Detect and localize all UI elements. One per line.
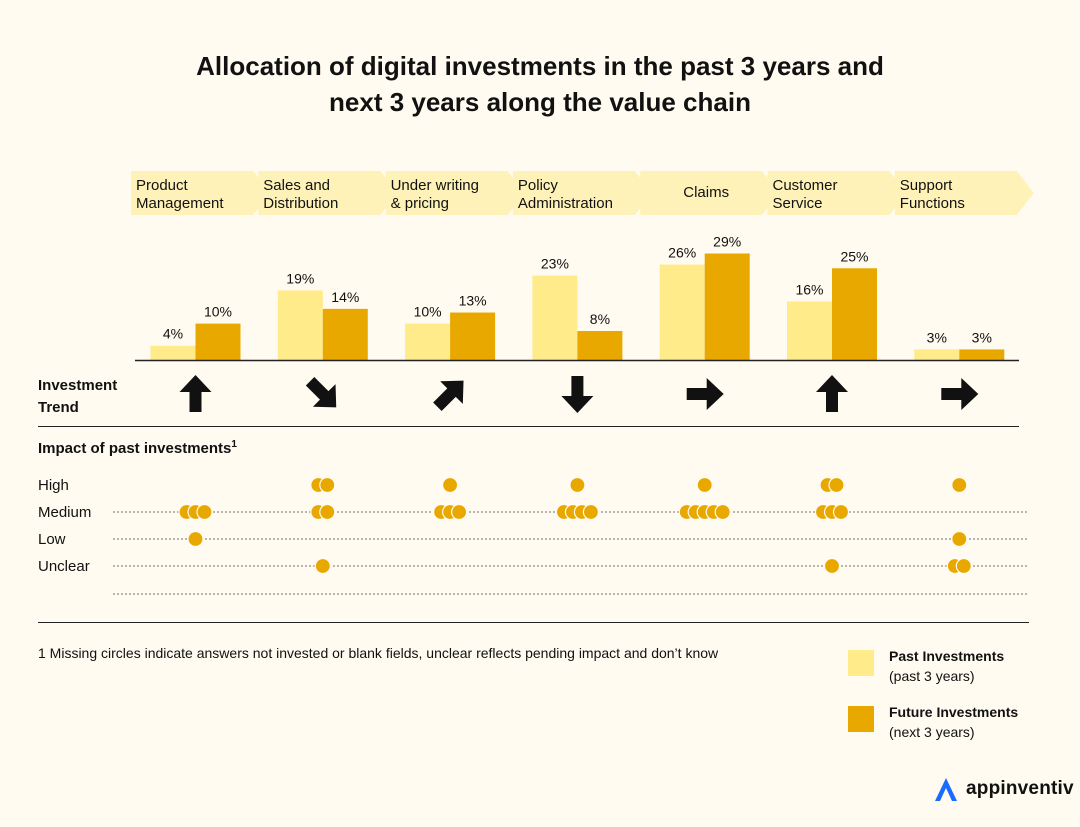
bar-past-product-management [150, 345, 196, 361]
category-chevron-support-functions [894, 171, 1034, 215]
category-label-sales-and-distribution-line-1: Sales and [263, 177, 330, 194]
trend-arrow-right-icon [686, 378, 724, 410]
chart-title-line-1: Allocation of digital investments in the… [196, 51, 884, 81]
bar-label-future-customer-service: 25% [840, 248, 868, 264]
appinventiv-logo-icon [935, 778, 957, 801]
impact-dot-support-functions-high [951, 476, 968, 494]
bar-future-claims [704, 253, 750, 361]
chart-title: Allocation of digital investments in the… [0, 48, 1080, 120]
impact-dot-customer-service-medium [832, 503, 850, 521]
legend-past-sub: (past 3 years) [889, 668, 975, 684]
impact-dot-policy-administration-high [569, 476, 586, 494]
category-label-customer-service-line-1: Customer [773, 177, 838, 194]
bar-label-past-product-management: 4% [163, 326, 183, 342]
impact-dot-product-management-low [187, 530, 204, 548]
bar-label-past-under-writing-pricing: 10% [414, 304, 442, 320]
impact-level-medium: Medium [38, 504, 91, 521]
impact-dot-claims-high [696, 476, 713, 494]
category-label-policy-administration-line-2: Administration [518, 195, 613, 212]
category-label-under-writing-pricing-line-1: Under writing [391, 177, 479, 194]
impact-title-superscript: 1 [231, 439, 237, 450]
bar-label-past-claims: 26% [668, 245, 696, 261]
brand-logo: appinventiv [932, 774, 1074, 804]
brand-name: appinventiv [966, 778, 1074, 799]
impact-dot-claims-medium [714, 503, 731, 521]
category-label-claims: Claims [683, 184, 729, 201]
category-label-support-functions-line-1: Support [900, 177, 953, 194]
legend-future-swatch [848, 706, 874, 732]
impact-level-low: Low [38, 531, 66, 548]
category-label-under-writing-pricing-line-2: & pricing [391, 195, 449, 212]
bar-future-product-management [195, 323, 241, 361]
bar-label-past-policy-administration: 23% [541, 256, 569, 272]
impact-dot-under-writing-pricing-high [442, 476, 459, 494]
impact-dot-customer-service-high [828, 476, 845, 494]
category-label-product-management-line-2: Management [136, 195, 224, 212]
bar-past-claims [659, 264, 705, 361]
bar-label-past-customer-service: 16% [795, 281, 823, 297]
category-chevron-sales-and-distribution [258, 171, 398, 215]
category-chevron-under-writing-pricing [385, 171, 525, 215]
impact-dot-product-management-medium [196, 503, 213, 521]
bar-label-past-sales-and-distribution: 19% [286, 270, 314, 286]
category-chevron-customer-service [767, 171, 907, 215]
impact-level-unclear: Unclear [38, 558, 90, 575]
impact-dot-customer-service-unclear [823, 557, 841, 575]
bar-label-future-product-management: 10% [204, 304, 232, 320]
bar-future-under-writing-pricing [450, 312, 496, 361]
legend-future-label: Future Investments [889, 704, 1019, 720]
category-chevron-product-management [131, 171, 270, 215]
impact-dot-policy-administration-medium [582, 503, 600, 521]
trend-arrow-up-icon [816, 375, 848, 412]
impact-dot-support-functions-low [951, 530, 968, 548]
trend-arrow-up-right-icon [433, 380, 464, 411]
trend-label-line-1: Investment [38, 377, 117, 394]
bar-label-future-sales-and-distribution: 14% [331, 289, 359, 305]
legend-future-sub: (next 3 years) [889, 724, 975, 740]
legend-past-swatch [848, 650, 874, 676]
bar-label-future-support-functions: 3% [972, 329, 992, 345]
bar-past-under-writing-pricing [405, 323, 451, 361]
trend-arrow-up-icon [179, 375, 212, 412]
bar-past-support-functions [914, 349, 960, 361]
impact-dot-sales-and-distribution-medium [319, 503, 336, 521]
bar-past-customer-service [787, 301, 832, 361]
impact-dot-support-functions-unclear [955, 557, 972, 575]
category-chevron-claims [640, 171, 780, 215]
category-label-policy-administration-line-1: Policy [518, 177, 559, 194]
category-label-customer-service-line-2: Service [773, 195, 823, 212]
legend-past-label: Past Investments [889, 648, 1005, 664]
bar-past-policy-administration [532, 275, 578, 361]
footnote: 1 Missing circles indicate answers not i… [38, 645, 719, 661]
category-chevron-policy-administration [512, 171, 652, 215]
impact-dot-sales-and-distribution-unclear [314, 557, 331, 575]
bar-future-customer-service [832, 268, 877, 361]
trend-arrow-right-icon [941, 378, 979, 410]
category-label-product-management-line-1: Product [136, 177, 189, 194]
impact-dot-sales-and-distribution-high [319, 476, 336, 494]
trend-arrow-down-right-icon [305, 377, 337, 408]
bar-future-support-functions [959, 349, 1005, 361]
chart-title-line-2: next 3 years along the value chain [329, 87, 751, 117]
bar-label-future-policy-administration: 8% [590, 311, 610, 327]
bar-label-future-claims: 29% [713, 234, 741, 250]
impact-title: Impact of past investments1 [38, 439, 237, 457]
bar-label-past-support-functions: 3% [927, 329, 947, 345]
impact-level-high: High [38, 477, 69, 494]
trend-label-line-2: Trend [38, 399, 79, 416]
impact-dot-under-writing-pricing-medium [451, 503, 468, 521]
bar-label-future-under-writing-pricing: 13% [459, 293, 487, 309]
bar-future-policy-administration [577, 330, 623, 361]
category-label-sales-and-distribution-line-2: Distribution [263, 195, 338, 212]
trend-arrow-down-icon [561, 376, 594, 413]
bar-past-sales-and-distribution [277, 290, 323, 361]
bar-future-sales-and-distribution [322, 308, 368, 361]
category-label-support-functions-line-2: Functions [900, 195, 965, 212]
